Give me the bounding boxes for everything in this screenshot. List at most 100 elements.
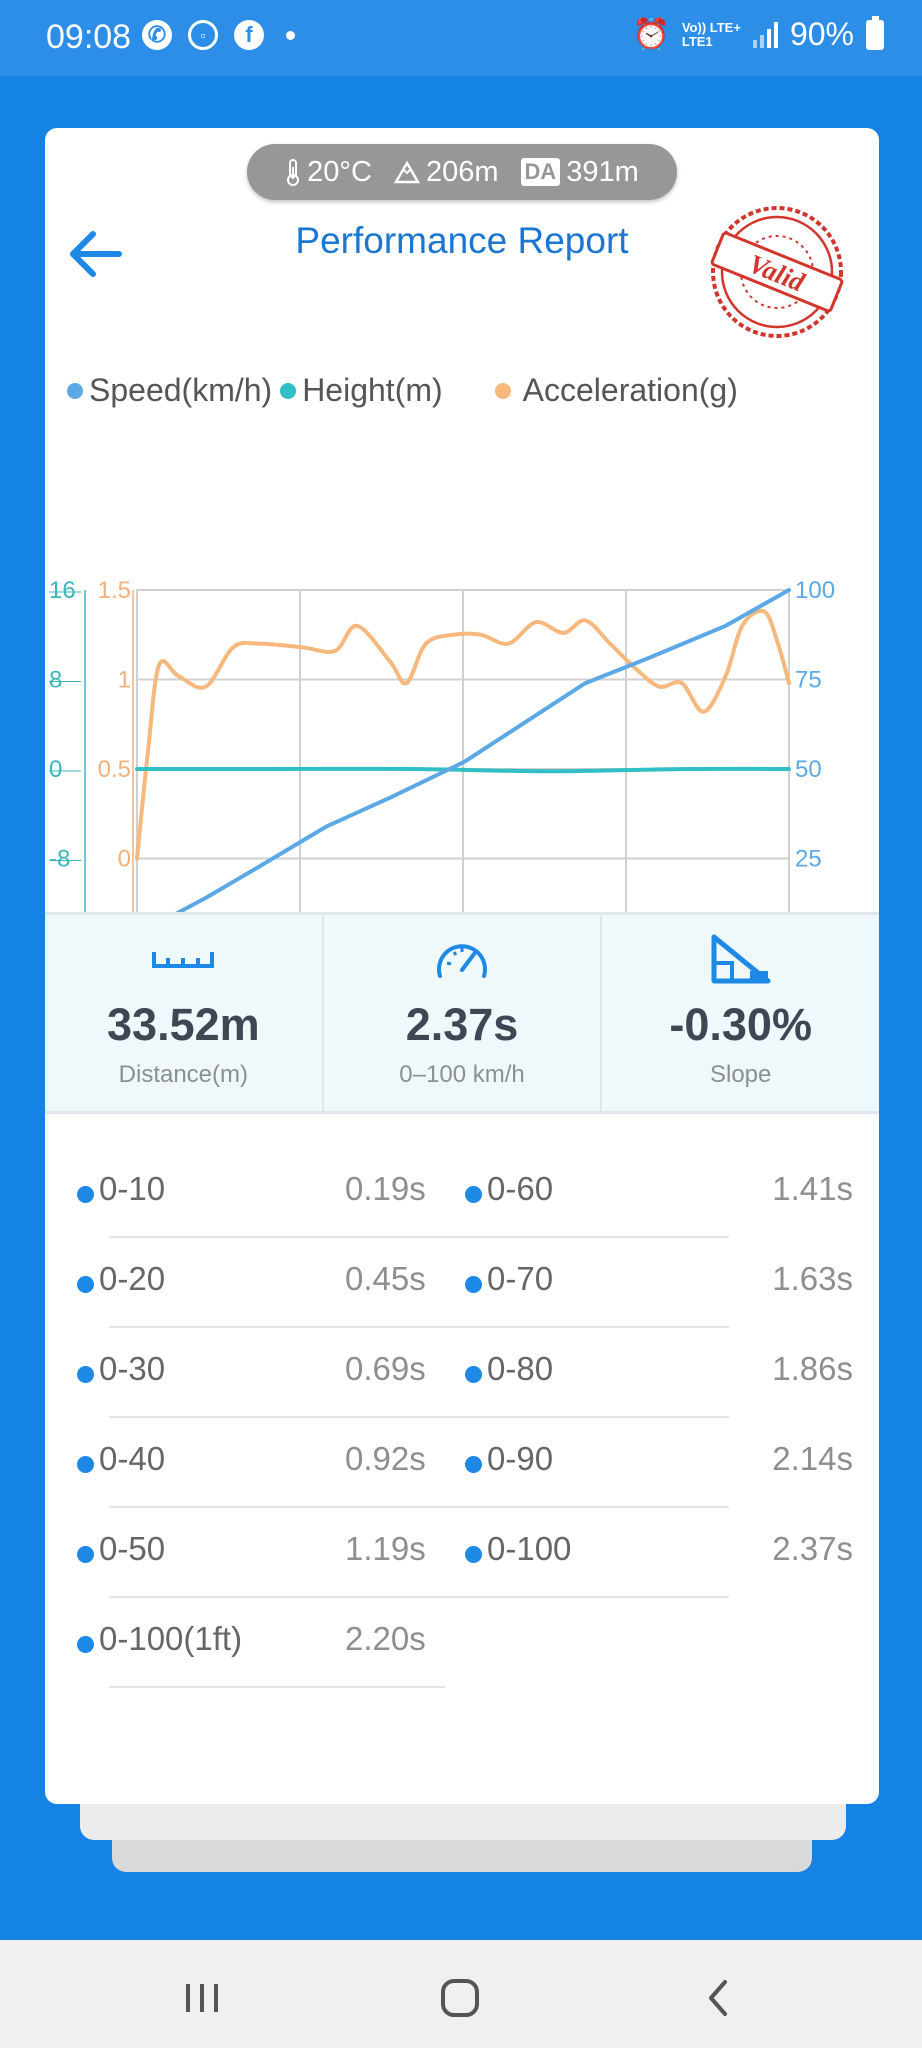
legend-height-label: Height(m) <box>302 372 443 408</box>
legend-acceleration-label: Acceleration(g) <box>522 372 738 408</box>
speed-axis-tick-label: 50 <box>795 756 822 783</box>
back-nav-button[interactable] <box>688 1968 748 2028</box>
acceleration-axis-tick-label: 0.5 <box>98 756 131 783</box>
split-divider <box>109 1236 439 1238</box>
height-axis-tick-label: 0 <box>49 756 62 783</box>
split-divider <box>109 1596 439 1598</box>
split-name: 0-80 <box>487 1350 554 1387</box>
page-title: Performance Report <box>295 220 629 261</box>
legend-acceleration-dot <box>494 382 511 399</box>
battery-icon <box>866 15 884 50</box>
split-row: 0-70 1.63s <box>433 1248 853 1338</box>
split-name: 0-100 <box>487 1530 572 1567</box>
altitude: 206m <box>393 155 499 189</box>
split-name: 0-50 <box>99 1530 166 1567</box>
split-time: 2.14s <box>772 1440 853 1477</box>
temperature-value: 20°C <box>307 155 372 188</box>
home-button[interactable] <box>430 1968 490 2028</box>
height-axis-tick-label: -8 <box>49 846 70 873</box>
legend-speed-dot <box>67 382 83 399</box>
split-row: 0-30 0.69s <box>45 1338 465 1428</box>
split-dot <box>77 1276 94 1293</box>
acceleration-axis-tick-label: 1 <box>118 667 131 694</box>
status-time: 09:08 <box>46 18 132 56</box>
split-dot <box>77 1366 94 1383</box>
lte-top-label: Vo)) LTE+ <box>681 19 741 35</box>
signal-icon <box>752 21 778 48</box>
legend-speed: Speed(km/h) <box>67 372 272 409</box>
split-divider <box>109 1506 439 1508</box>
time-label: 0–100 km/h <box>399 1061 525 1088</box>
stat-distance: 33.52m Distance(m) <box>45 915 322 1111</box>
slope-label: Slope <box>709 1061 772 1088</box>
split-name: 0-70 <box>487 1260 554 1297</box>
split-time: 1.63s <box>772 1260 853 1297</box>
split-row: 0-100(1ft) 2.20s <box>45 1608 465 1698</box>
chevron-left-icon <box>709 1980 727 2016</box>
recent-apps-button[interactable] <box>172 1968 232 2028</box>
battery-percent: 90% <box>789 16 854 52</box>
acceleration-series-line <box>135 608 791 861</box>
legend-acceleration: Acceleration(g) <box>494 372 738 409</box>
app-notification-icon: ▫ <box>188 20 218 50</box>
split-dot <box>465 1546 482 1563</box>
split-row: 0-20 0.45s <box>45 1248 465 1338</box>
arrow-left-icon <box>70 231 122 277</box>
stat-time: 2.37s 0–100 km/h <box>321 915 601 1111</box>
performance-report-card: 20°C 206m DA 391m Performance Report Val… <box>45 128 879 1804</box>
acceleration-axis-tick-label: 0 <box>118 846 131 873</box>
back-button[interactable] <box>59 218 129 288</box>
height-axis-tick-label: 8 <box>49 667 62 694</box>
density-altitude-value: 391m <box>566 155 639 188</box>
legend-speed-label: Speed(km/h) <box>89 372 273 408</box>
split-row: 0-40 0.92s <box>45 1428 465 1518</box>
height-series-line <box>135 766 791 774</box>
split-dot <box>77 1186 94 1203</box>
split-dot <box>77 1456 94 1473</box>
ruler-icon <box>152 952 215 968</box>
split-row: 0-50 1.19s <box>45 1518 465 1608</box>
lte-indicator: Vo)) LTE+ LTE1 <box>681 19 741 49</box>
distance-value: 33.52m <box>107 999 260 1050</box>
altitude-value: 206m <box>425 155 499 188</box>
split-divider <box>433 1596 729 1598</box>
split-divider <box>433 1506 729 1508</box>
split-divider <box>109 1416 439 1418</box>
split-time: 0.69s <box>345 1350 426 1387</box>
legend-height: Height(m) <box>280 372 443 409</box>
split-row: 0-60 1.41s <box>433 1158 853 1248</box>
speedometer-icon <box>437 944 487 978</box>
speed-axis-tick-label: 75 <box>795 667 822 694</box>
split-dot <box>465 1186 482 1203</box>
status-bar: 09:08 ✆ ▫ f ⏰ Vo)) LTE+ LTE1 90% <box>0 0 922 76</box>
split-name: 0-90 <box>487 1440 554 1477</box>
stats-strip: 33.52m Distance(m) 2.37s 0–100 km/h <box>45 912 879 1114</box>
split-name: 0-10 <box>99 1170 166 1207</box>
mountain-icon <box>393 160 420 184</box>
split-name: 0-30 <box>99 1350 166 1387</box>
split-time: 1.19s <box>345 1530 426 1567</box>
lte-bottom-label: LTE1 <box>681 33 713 49</box>
speed-axis-tick-label: 25 <box>795 846 822 873</box>
navigation-bar <box>0 1940 922 2048</box>
split-divider <box>433 1236 729 1238</box>
notification-icons: ✆ ▫ f <box>142 20 295 50</box>
temperature: 20°C <box>285 156 372 189</box>
slope-value: -0.30% <box>669 999 812 1050</box>
split-name: 0-20 <box>99 1260 166 1297</box>
speed-series-line <box>135 588 791 950</box>
alarm-icon: ⏰ <box>632 18 670 51</box>
acceleration-axis-tick-label: 1.5 <box>98 577 131 604</box>
split-name: 0-100(1ft) <box>99 1620 243 1657</box>
split-dot <box>77 1546 94 1563</box>
split-row: 0-80 1.86s <box>433 1338 853 1428</box>
split-row: 0-10 0.19s <box>45 1158 465 1248</box>
slope-icon <box>711 934 771 984</box>
split-time: 1.41s <box>772 1170 853 1207</box>
split-row: 0-90 2.14s <box>433 1428 853 1518</box>
split-dot <box>465 1276 482 1293</box>
split-time: 2.37s <box>772 1530 853 1567</box>
thermometer-icon <box>287 159 300 186</box>
messenger-icon: ✆ <box>142 20 172 50</box>
